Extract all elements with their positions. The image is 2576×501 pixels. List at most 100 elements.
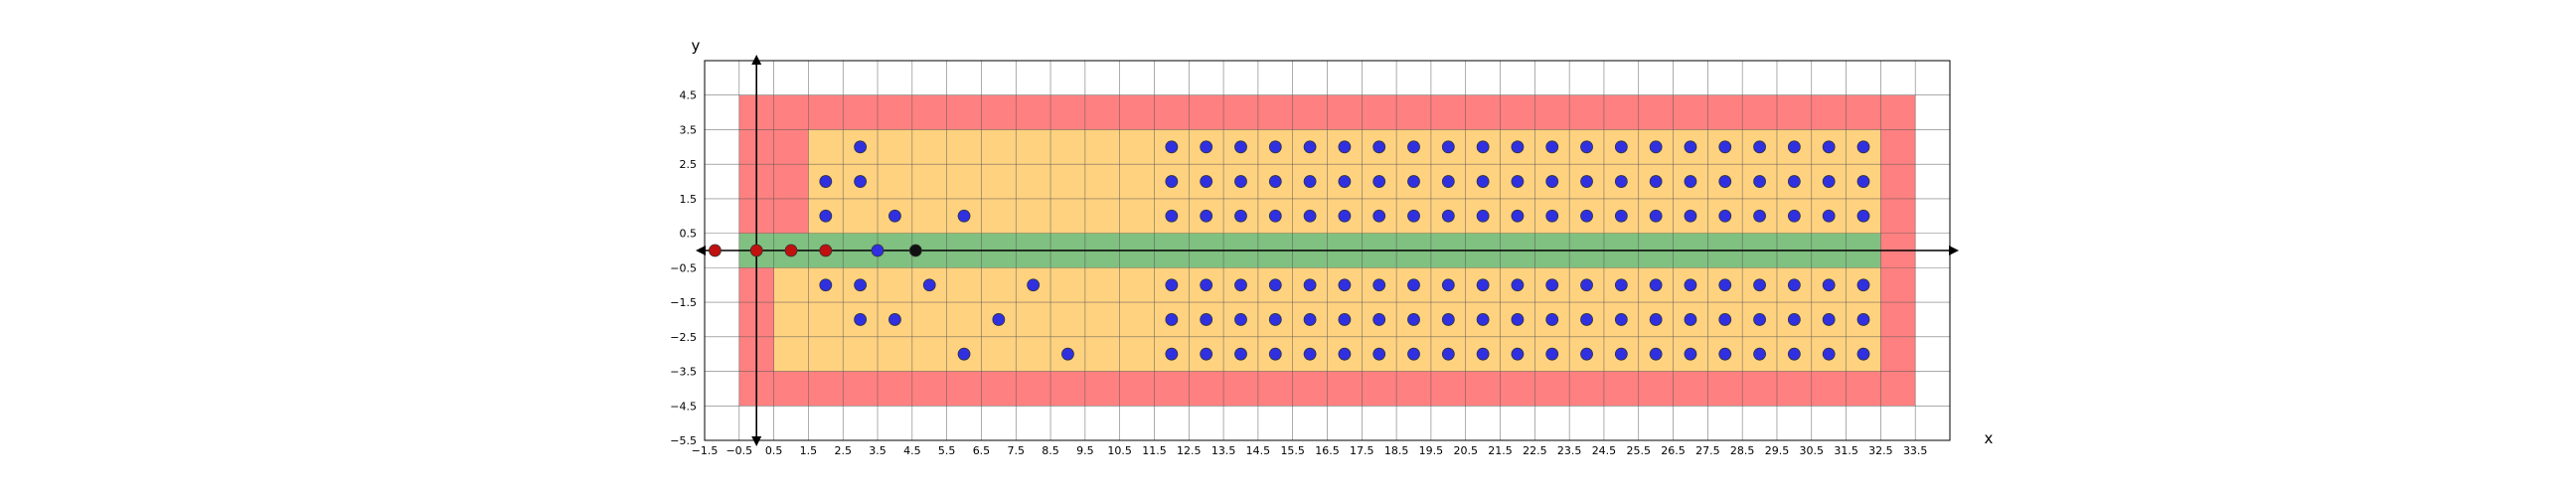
point-s0-76 xyxy=(1787,209,1801,223)
point-s0-15 xyxy=(871,244,885,257)
point-s2-0 xyxy=(908,244,922,257)
point-s0-28 xyxy=(1580,140,1593,154)
point-s0-25 xyxy=(1476,140,1490,154)
point-s0-13 xyxy=(957,347,971,361)
x-tick-label: 17.5 xyxy=(1350,444,1374,457)
point-s0-96 xyxy=(1753,278,1766,292)
point-s0-68 xyxy=(1511,209,1525,223)
point-s0-26 xyxy=(1511,140,1525,154)
point-s0-91 xyxy=(1580,278,1593,292)
x-tick-label: −0.5 xyxy=(725,444,752,457)
x-tick-label: 12.5 xyxy=(1177,444,1202,457)
point-s0-44 xyxy=(1407,175,1420,188)
point-s0-63 xyxy=(1338,209,1352,223)
point-s0-23 xyxy=(1407,140,1420,154)
point-s0-133 xyxy=(1580,347,1593,361)
point-s0-7 xyxy=(854,278,868,292)
point-s0-16 xyxy=(1165,140,1179,154)
point-s0-113 xyxy=(1614,313,1628,326)
point-s0-69 xyxy=(1545,209,1559,223)
point-s0-136 xyxy=(1684,347,1697,361)
x-tick-label: 25.5 xyxy=(1627,444,1652,457)
point-s0-105 xyxy=(1338,313,1352,326)
point-s0-37 xyxy=(1165,175,1179,188)
point-s0-65 xyxy=(1407,209,1420,223)
point-s0-27 xyxy=(1545,140,1559,154)
point-s0-131 xyxy=(1511,347,1525,361)
x-axis-arrow-right xyxy=(1949,246,1959,255)
x-tick-label: 29.5 xyxy=(1765,444,1790,457)
x-tick-label: 32.5 xyxy=(1868,444,1893,457)
point-s0-85 xyxy=(1372,278,1386,292)
point-s0-140 xyxy=(1822,347,1836,361)
point-s0-39 xyxy=(1234,175,1247,188)
x-tick-label: 14.5 xyxy=(1246,444,1271,457)
point-s0-130 xyxy=(1476,347,1490,361)
point-s0-92 xyxy=(1614,278,1628,292)
x-tick-label: 9.5 xyxy=(1076,444,1094,457)
point-s0-10 xyxy=(854,313,868,326)
y-tick-label: −0.5 xyxy=(670,261,697,274)
point-s0-21 xyxy=(1338,140,1352,154)
point-s0-122 xyxy=(1200,347,1213,361)
point-s0-126 xyxy=(1338,347,1352,361)
x-tick-label: 21.5 xyxy=(1488,444,1513,457)
point-s0-80 xyxy=(1200,278,1213,292)
x-tick-label: 0.5 xyxy=(765,444,783,457)
point-s0-3 xyxy=(819,209,833,223)
x-tick-label: 2.5 xyxy=(834,444,852,457)
point-s0-108 xyxy=(1441,313,1455,326)
point-s0-72 xyxy=(1649,209,1663,223)
point-s0-4 xyxy=(888,209,901,223)
point-s0-12 xyxy=(992,313,1006,326)
point-s0-135 xyxy=(1649,347,1663,361)
point-s0-9 xyxy=(1027,278,1041,292)
point-s0-112 xyxy=(1580,313,1593,326)
point-s0-57 xyxy=(1856,175,1870,188)
point-s0-88 xyxy=(1476,278,1490,292)
x-tick-label: 19.5 xyxy=(1419,444,1444,457)
point-s0-97 xyxy=(1787,278,1801,292)
point-s0-90 xyxy=(1545,278,1559,292)
point-s0-17 xyxy=(1200,140,1213,154)
point-s0-34 xyxy=(1787,140,1801,154)
point-s0-95 xyxy=(1718,278,1732,292)
point-s0-70 xyxy=(1580,209,1593,223)
point-s0-81 xyxy=(1234,278,1247,292)
point-s0-116 xyxy=(1718,313,1732,326)
point-s0-115 xyxy=(1684,313,1697,326)
point-s0-1 xyxy=(819,175,833,188)
x-tick-label: 7.5 xyxy=(1008,444,1026,457)
point-s0-40 xyxy=(1268,175,1282,188)
x-tick-label: 13.5 xyxy=(1211,444,1236,457)
y-tick-label: 1.5 xyxy=(680,193,698,206)
y-axis-arrow-up xyxy=(751,55,762,65)
point-s0-35 xyxy=(1822,140,1836,154)
point-s0-114 xyxy=(1649,313,1663,326)
x-tick-label: 18.5 xyxy=(1384,444,1409,457)
x-axis-arrow-left xyxy=(696,246,706,255)
point-s0-100 xyxy=(1165,313,1179,326)
point-s0-82 xyxy=(1268,278,1282,292)
x-tick-label: 24.5 xyxy=(1592,444,1617,457)
point-s0-117 xyxy=(1753,313,1766,326)
point-s0-77 xyxy=(1822,209,1836,223)
point-s0-71 xyxy=(1614,209,1628,223)
y-axis-arrow-down xyxy=(751,436,762,446)
y-tick-label: −5.5 xyxy=(670,434,697,447)
point-s0-2 xyxy=(854,175,868,188)
point-s0-62 xyxy=(1303,209,1317,223)
y-tick-label: 4.5 xyxy=(680,89,698,102)
point-s0-46 xyxy=(1476,175,1490,188)
point-s0-8 xyxy=(922,278,936,292)
x-tick-label: 23.5 xyxy=(1557,444,1582,457)
point-s0-111 xyxy=(1545,313,1559,326)
point-s0-0 xyxy=(854,140,868,154)
point-s0-89 xyxy=(1511,278,1525,292)
point-s1-1 xyxy=(749,244,763,257)
point-s0-18 xyxy=(1234,140,1247,154)
point-s0-120 xyxy=(1856,313,1870,326)
point-s0-119 xyxy=(1822,313,1836,326)
x-tick-label: 22.5 xyxy=(1523,444,1547,457)
x-tick-label: 3.5 xyxy=(869,444,886,457)
